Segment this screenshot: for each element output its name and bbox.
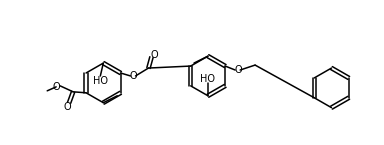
Text: O: O (63, 102, 71, 112)
Text: O: O (234, 65, 242, 75)
Text: O: O (130, 71, 137, 81)
Text: O: O (52, 82, 60, 92)
Text: HO: HO (93, 76, 108, 86)
Text: HO: HO (200, 74, 215, 84)
Text: O: O (151, 50, 158, 60)
